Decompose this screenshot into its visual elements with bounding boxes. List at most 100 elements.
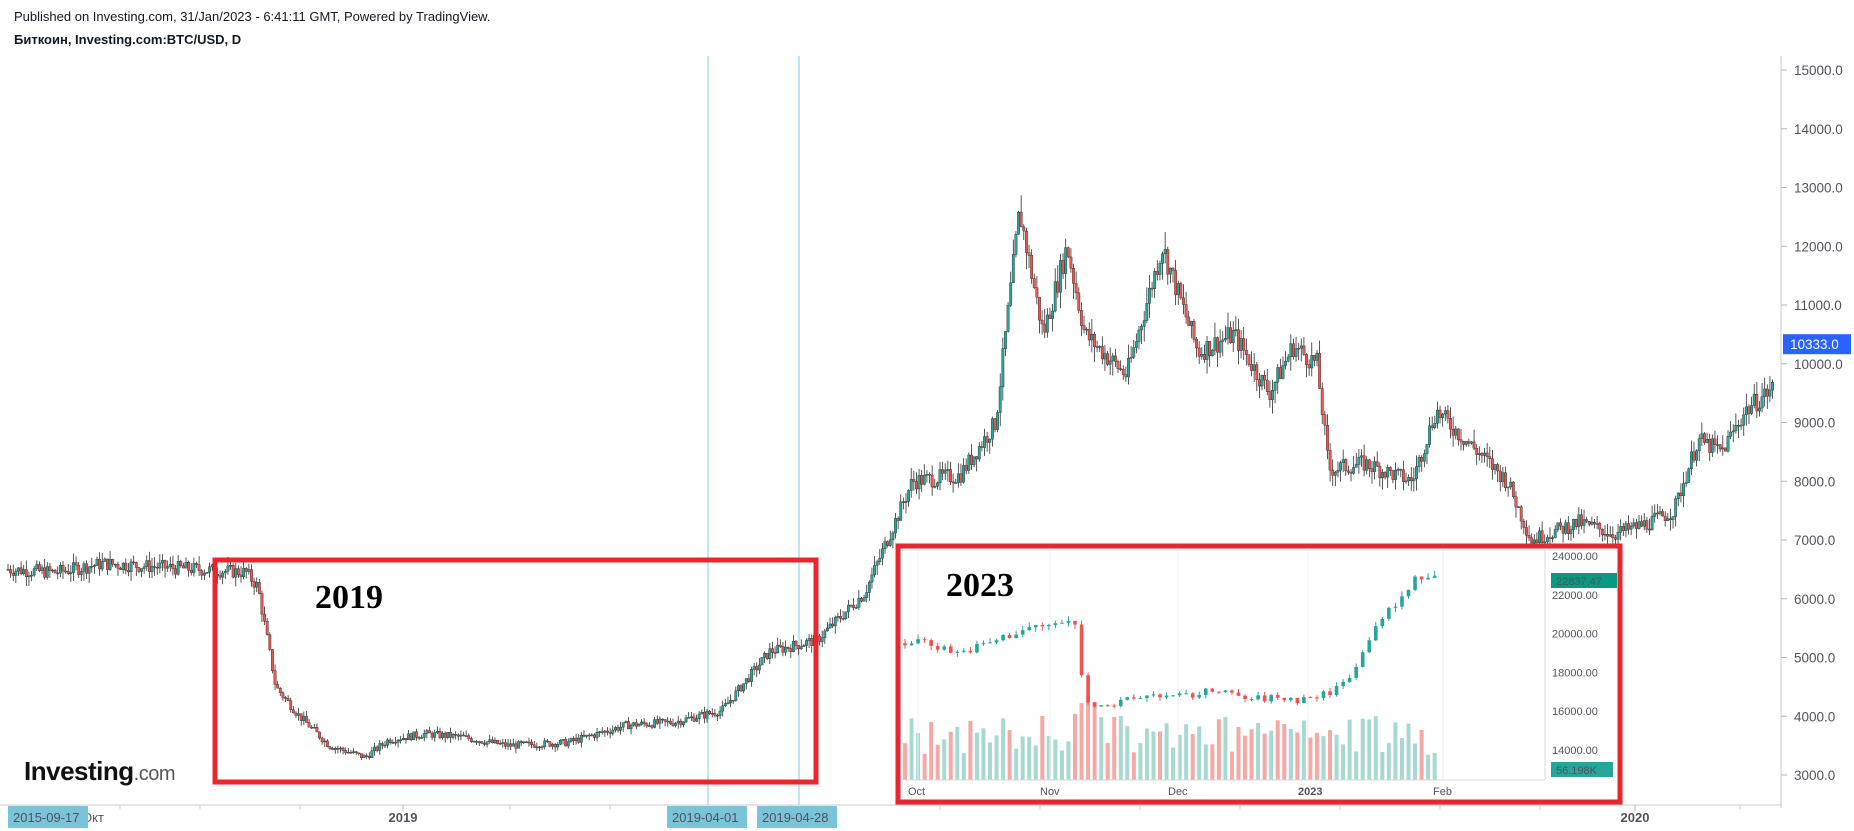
candle-body xyxy=(1134,341,1138,348)
candle-body xyxy=(242,568,246,577)
candle-body xyxy=(85,563,88,574)
candle-body xyxy=(1456,428,1460,440)
inset-candle-body xyxy=(1262,695,1267,702)
candle-body xyxy=(901,501,905,503)
candle-body xyxy=(1145,303,1149,321)
candle-body xyxy=(1127,358,1130,378)
inset-volume-bar xyxy=(961,753,966,780)
candle-body xyxy=(1069,256,1073,269)
candle-body xyxy=(862,597,866,602)
candle-body xyxy=(831,623,835,627)
candle-body xyxy=(223,570,227,574)
candle-body xyxy=(642,721,646,724)
inset-x-label: Nov xyxy=(1040,786,1060,798)
candle-body xyxy=(833,616,837,627)
inset-price-label: 22837.47 xyxy=(1556,576,1602,588)
candle-body xyxy=(540,746,544,748)
candle-body xyxy=(501,742,505,744)
candle-body xyxy=(325,740,329,748)
inset-y-tick-label: 18000.00 xyxy=(1552,667,1598,679)
candle-body xyxy=(1744,406,1748,415)
candle-body xyxy=(674,722,677,726)
inset-candle-body xyxy=(1073,620,1077,625)
inset-volume-bar xyxy=(1092,701,1097,780)
candle-body xyxy=(676,720,680,724)
candle-body xyxy=(896,518,900,521)
inset-candle-body xyxy=(1334,686,1339,696)
candle-body xyxy=(1200,354,1204,357)
candle-body xyxy=(1708,438,1712,453)
y-tick-label: 7000.0 xyxy=(1794,533,1835,548)
candle-body xyxy=(236,568,240,576)
candle-body xyxy=(996,412,1000,430)
candle-body xyxy=(195,563,198,565)
candle-body xyxy=(1611,534,1615,539)
candle-body xyxy=(629,724,633,730)
candle-body xyxy=(132,561,136,564)
candle-body xyxy=(1716,444,1719,446)
candle-body xyxy=(462,734,465,737)
candle-body xyxy=(485,741,489,745)
inset-volume-bar xyxy=(1138,743,1143,780)
candle-body xyxy=(106,558,109,570)
candle-body xyxy=(1477,453,1481,455)
candle-body xyxy=(202,572,206,576)
candle-body xyxy=(1365,459,1369,471)
candle-body xyxy=(962,465,965,483)
inset-candle-body xyxy=(1047,625,1051,627)
candle-body xyxy=(854,607,858,609)
candle-body xyxy=(786,646,790,649)
candle-body xyxy=(1234,329,1238,331)
inset-volume-bar xyxy=(1419,729,1424,780)
candle-body xyxy=(951,481,955,484)
candle-body xyxy=(1663,515,1667,521)
x-badge-marker-2: 2019-04-28 xyxy=(762,810,829,825)
candle-body xyxy=(339,747,342,750)
candle-body xyxy=(1441,413,1445,418)
candle-body xyxy=(1271,390,1274,400)
candle-body xyxy=(1386,467,1390,478)
candle-body xyxy=(1336,470,1340,473)
candle-body xyxy=(302,716,306,721)
inset-candle-body xyxy=(935,645,940,650)
candle-body xyxy=(805,640,808,646)
candle-body xyxy=(917,475,921,490)
inset-volume-bar xyxy=(1314,732,1319,780)
candle-body xyxy=(111,559,115,565)
inset-volume-bar xyxy=(1328,730,1333,780)
inset-candle-body xyxy=(1341,682,1345,687)
candle-body xyxy=(1666,518,1670,521)
candle-body xyxy=(187,562,191,571)
candle-body xyxy=(35,564,39,569)
candle-body xyxy=(401,737,405,740)
candle-body xyxy=(1129,357,1133,359)
candle-body xyxy=(1566,522,1570,534)
candle-body xyxy=(1556,522,1560,530)
candle-body xyxy=(1671,516,1675,520)
label-2019: 2019 xyxy=(315,579,383,616)
candle-body xyxy=(920,475,924,485)
candle-body xyxy=(373,746,376,752)
candle-body xyxy=(1223,338,1227,341)
inset-candle-body xyxy=(1321,691,1326,699)
candle-body xyxy=(95,558,99,566)
candle-body xyxy=(1721,447,1725,450)
candle-body xyxy=(192,563,196,573)
candle-body xyxy=(9,569,13,574)
candle-body xyxy=(1349,471,1353,474)
logo-main: Investing xyxy=(24,756,134,786)
candle-body xyxy=(807,638,811,641)
candle-body xyxy=(134,562,138,568)
inset-candle-body xyxy=(1236,692,1241,696)
candle-body xyxy=(742,683,746,692)
candle-body xyxy=(1415,466,1418,480)
candle-body xyxy=(454,734,458,736)
candle-body xyxy=(1692,451,1696,461)
candle-body xyxy=(899,501,903,521)
candle-body xyxy=(496,739,499,745)
candle-body xyxy=(231,565,235,578)
inset-candle-body xyxy=(903,643,907,646)
candle-body xyxy=(846,604,850,613)
candle-body xyxy=(48,566,52,571)
